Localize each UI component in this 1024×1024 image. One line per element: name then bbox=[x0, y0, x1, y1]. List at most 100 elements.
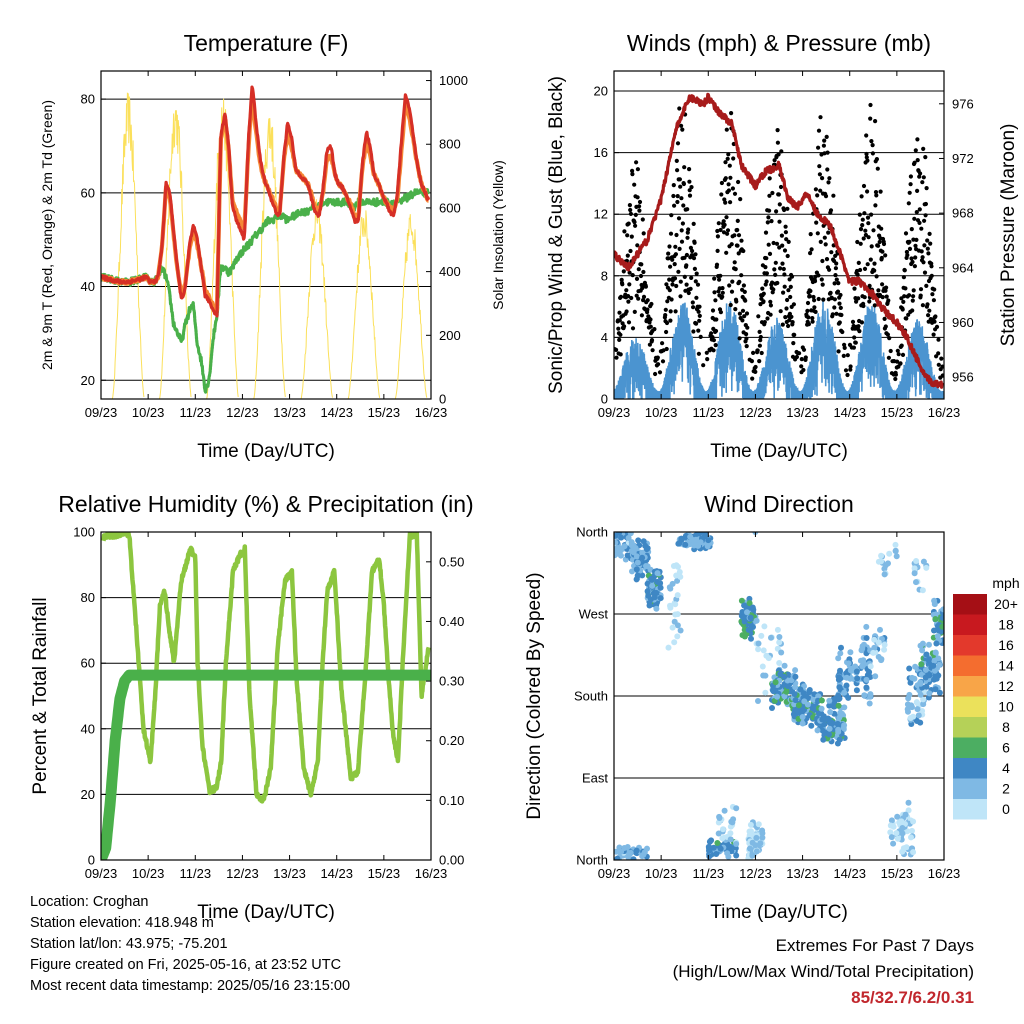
gust-point bbox=[761, 291, 766, 296]
gust-point bbox=[663, 307, 668, 312]
gust-point bbox=[848, 364, 853, 369]
chart-title: Winds (mph) & Pressure (mb) bbox=[627, 30, 931, 56]
gust-point bbox=[899, 343, 904, 348]
gust-point bbox=[838, 305, 843, 310]
direction-point bbox=[759, 663, 766, 670]
direction-point bbox=[729, 819, 736, 826]
gust-point bbox=[634, 160, 639, 165]
direction-point bbox=[835, 726, 842, 733]
gust-point bbox=[723, 160, 728, 165]
gust-point bbox=[786, 288, 791, 293]
gust-point bbox=[726, 188, 732, 193]
direction-point bbox=[614, 855, 621, 860]
direction-point bbox=[772, 679, 779, 686]
direction-point bbox=[922, 674, 929, 681]
gust-point bbox=[921, 260, 926, 265]
direction-point bbox=[630, 856, 637, 860]
gust-point bbox=[621, 269, 626, 274]
direction-point bbox=[706, 838, 713, 845]
direction-point bbox=[923, 683, 930, 690]
direction-point bbox=[934, 633, 941, 640]
direction-point bbox=[626, 851, 633, 858]
direction-point bbox=[761, 623, 768, 630]
gust-point bbox=[635, 195, 640, 200]
extremes-box: Extremes For Past 7 Days (High/Low/Max W… bbox=[673, 933, 974, 1011]
gust-point bbox=[908, 182, 913, 187]
gust-point bbox=[710, 308, 716, 313]
y-tick-label: 80 bbox=[81, 92, 95, 107]
gust-point bbox=[836, 349, 841, 354]
gust-point bbox=[860, 217, 865, 222]
gust-point bbox=[691, 305, 696, 310]
gust-point bbox=[791, 341, 796, 346]
gust-point bbox=[924, 283, 929, 288]
gust-point bbox=[740, 318, 745, 323]
gust-point bbox=[647, 342, 653, 347]
direction-point bbox=[713, 851, 720, 857]
gust-point bbox=[868, 102, 873, 108]
colorbar: mph 20+ 18 16 14 12 10 8 6 4 2 0 bbox=[953, 575, 1020, 820]
y-tick-label: West bbox=[579, 607, 609, 622]
gust-point bbox=[810, 319, 815, 324]
gust-point bbox=[730, 279, 735, 284]
gust-point bbox=[738, 197, 743, 202]
direction-point bbox=[815, 710, 822, 717]
gust-point bbox=[726, 152, 731, 157]
gust-point bbox=[627, 282, 632, 287]
gust-point bbox=[682, 255, 687, 260]
gust-point bbox=[761, 299, 766, 304]
gust-point bbox=[689, 275, 694, 280]
direction-point bbox=[792, 684, 799, 691]
gust-point bbox=[829, 250, 834, 255]
direction-point bbox=[616, 849, 623, 856]
axes: 09/23 10/23 11/23 12/23 13/23 14/23 15/23 16/23… bbox=[524, 491, 1020, 923]
gust-point bbox=[719, 180, 725, 186]
gust-point bbox=[756, 314, 761, 319]
gust-point bbox=[883, 288, 888, 293]
gust-point bbox=[674, 232, 679, 238]
direction-point bbox=[878, 558, 884, 565]
gust-point bbox=[808, 288, 813, 294]
gust-point bbox=[728, 175, 733, 180]
gust-point bbox=[675, 141, 681, 146]
direction-point bbox=[841, 704, 848, 711]
gust-point bbox=[904, 316, 909, 321]
gust-point bbox=[874, 274, 879, 279]
y2-tick-label: 0.50 bbox=[439, 554, 464, 569]
x-tick-label: 09/23 bbox=[598, 405, 631, 420]
gust-point bbox=[912, 216, 917, 221]
gust-point bbox=[876, 288, 881, 293]
gust-point bbox=[789, 274, 795, 279]
direction-point bbox=[639, 572, 646, 579]
direction-point bbox=[791, 691, 798, 697]
gust-point bbox=[926, 251, 931, 256]
gust-point bbox=[713, 343, 718, 348]
gust-point bbox=[674, 158, 679, 163]
x-tick-label: 14/23 bbox=[320, 405, 353, 420]
gust-point bbox=[812, 279, 818, 284]
gust-point bbox=[675, 194, 680, 199]
gust-point bbox=[801, 367, 806, 373]
gust-point bbox=[875, 166, 880, 171]
gust-point bbox=[744, 344, 749, 349]
gust-point bbox=[632, 220, 637, 225]
gust-point bbox=[806, 315, 811, 320]
direction-point bbox=[881, 641, 888, 648]
y-tick-label: 0 bbox=[88, 853, 95, 868]
gust-point bbox=[688, 286, 693, 291]
gust-point bbox=[669, 297, 674, 302]
direction-point bbox=[795, 702, 802, 709]
gust-point bbox=[679, 228, 684, 233]
direction-point bbox=[726, 843, 733, 850]
gust-point bbox=[691, 329, 696, 334]
gust-point bbox=[832, 297, 838, 302]
gust-point bbox=[787, 277, 792, 282]
direction-point bbox=[762, 672, 769, 679]
gust-point bbox=[896, 352, 901, 357]
gust-point bbox=[727, 283, 732, 288]
gust-point bbox=[618, 352, 623, 357]
gust-point bbox=[779, 149, 784, 154]
gust-point bbox=[790, 320, 795, 325]
gust-point bbox=[775, 280, 780, 286]
y2-tick-label: 200 bbox=[439, 328, 461, 343]
